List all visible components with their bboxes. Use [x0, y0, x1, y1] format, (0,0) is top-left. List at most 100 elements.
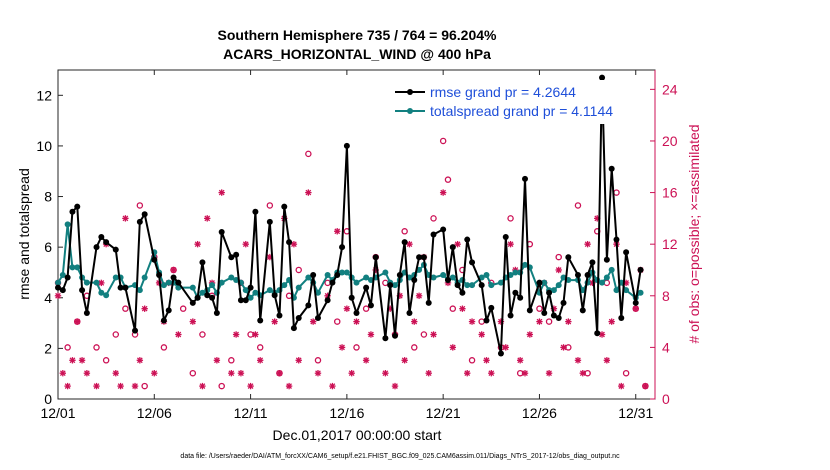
obs-assimilated-marker	[69, 357, 76, 364]
x-axis: 12/01 12/06 12/11 12/16 12/21 12/26 12/31	[40, 70, 653, 421]
totalspread-point	[343, 269, 350, 276]
totalspread-point	[64, 221, 71, 228]
totalspread-point	[522, 261, 529, 268]
left-y-tick-label: 6	[44, 239, 52, 255]
right-y-tick-label: 20	[662, 133, 678, 149]
rmse-point	[464, 236, 471, 243]
x-tick-label: 12/26	[522, 405, 557, 421]
obs-assimilated-marker	[642, 382, 649, 390]
obs-assimilated-marker	[136, 357, 144, 364]
obs-assimilated-marker	[618, 382, 625, 390]
obs-assimilated-marker	[59, 369, 67, 377]
totalspread-point	[469, 282, 476, 289]
right-y-tick-label: 12	[662, 236, 678, 252]
obs-possible-marker	[228, 357, 235, 364]
obs-assimilated-marker	[257, 357, 264, 364]
totalspread-point	[579, 287, 586, 294]
obs-assimilated-marker	[382, 369, 389, 377]
obs-assimilated-marker	[334, 228, 341, 235]
totalspread-point	[324, 271, 331, 278]
left-y-tick-label: 0	[44, 391, 52, 407]
rmse-point	[526, 307, 533, 314]
obs-assimilated-marker	[468, 318, 476, 325]
rmse-point	[507, 312, 514, 319]
right-y-tick-label: 0	[662, 391, 670, 407]
left-y-tick-label: 12	[36, 87, 52, 103]
obs-assimilated-marker	[415, 292, 423, 299]
obs-possible-marker	[545, 318, 553, 325]
x-tick-label: 12/16	[329, 405, 364, 421]
obs-possible-marker	[136, 202, 144, 209]
totalspread-point	[440, 271, 447, 278]
rmse-point	[406, 309, 413, 316]
rmse-point	[488, 304, 495, 311]
rmse-point	[59, 287, 66, 294]
obs-assimilated-marker	[555, 266, 562, 274]
totalspread-point	[555, 282, 562, 289]
totalspread-point	[69, 264, 76, 271]
totalspread-point	[189, 284, 196, 291]
obs-assimilated-marker	[430, 331, 437, 338]
rmse-point	[416, 254, 423, 261]
obs-possible-marker	[295, 266, 302, 274]
obs-assimilated-marker	[454, 240, 461, 248]
totalspread-point	[141, 274, 148, 281]
rmse-point	[247, 284, 254, 291]
obs-assimilated-marker	[252, 331, 259, 338]
obs-assimilated-marker	[151, 369, 158, 377]
rmse-point	[459, 289, 466, 296]
rmse-point	[401, 239, 408, 246]
rmse-point	[64, 274, 71, 281]
rmse-point	[608, 165, 615, 172]
rmse-point	[550, 312, 557, 319]
obs-possible-marker	[536, 305, 543, 312]
rmse-point	[594, 330, 601, 337]
obs-assimilated-marker	[204, 215, 211, 222]
obs-assimilated-marker	[309, 318, 317, 325]
obs-assimilated-marker	[367, 331, 375, 338]
rmse-point	[218, 228, 225, 235]
rmse-point	[286, 239, 293, 246]
totalspread-point	[160, 282, 167, 289]
totalspread-point	[353, 279, 360, 286]
totalspread-point	[637, 289, 644, 296]
rmse-point	[122, 284, 129, 291]
rmse-point	[343, 142, 350, 149]
totalspread-point	[199, 289, 206, 296]
totalspread-point	[281, 282, 288, 289]
obs-possible-marker	[449, 305, 457, 312]
rmse-point	[396, 271, 403, 278]
rmse-point	[444, 277, 451, 284]
totalspread-point	[382, 269, 389, 276]
totalspread-point	[305, 274, 312, 281]
rmse-point	[233, 251, 240, 258]
obs-assimilated-marker	[228, 369, 235, 377]
rmse-point	[276, 312, 283, 319]
totalspread-point	[165, 279, 172, 286]
obs-assimilated-marker	[598, 331, 606, 338]
obs-possible-marker	[266, 202, 274, 209]
rmse-point	[305, 302, 312, 309]
obs-assimilated-marker	[189, 318, 197, 325]
totalspread-point	[603, 274, 610, 281]
totalspread-point	[339, 269, 346, 276]
totalspread-point	[112, 274, 119, 281]
obs-possible-marker	[507, 215, 514, 222]
totalspread-point	[93, 279, 100, 286]
rmse-point	[382, 335, 389, 342]
obs-assimilated-marker	[64, 382, 71, 390]
totalspread-point	[541, 279, 548, 286]
rmse-point	[69, 208, 76, 215]
rmse-point	[204, 292, 211, 299]
x-tick-label: 12/06	[137, 405, 172, 421]
rmse-point	[175, 279, 182, 286]
obs-assimilated-marker	[459, 305, 466, 312]
rmse-point	[411, 277, 418, 284]
x-tick-label: 12/11	[234, 405, 268, 421]
obs-assimilated-marker	[488, 369, 495, 377]
totalspread-point	[430, 274, 437, 281]
totalspread-point	[242, 287, 249, 294]
rmse-point	[339, 244, 346, 251]
rmse-point	[483, 317, 490, 324]
totalspread-point	[464, 282, 471, 289]
